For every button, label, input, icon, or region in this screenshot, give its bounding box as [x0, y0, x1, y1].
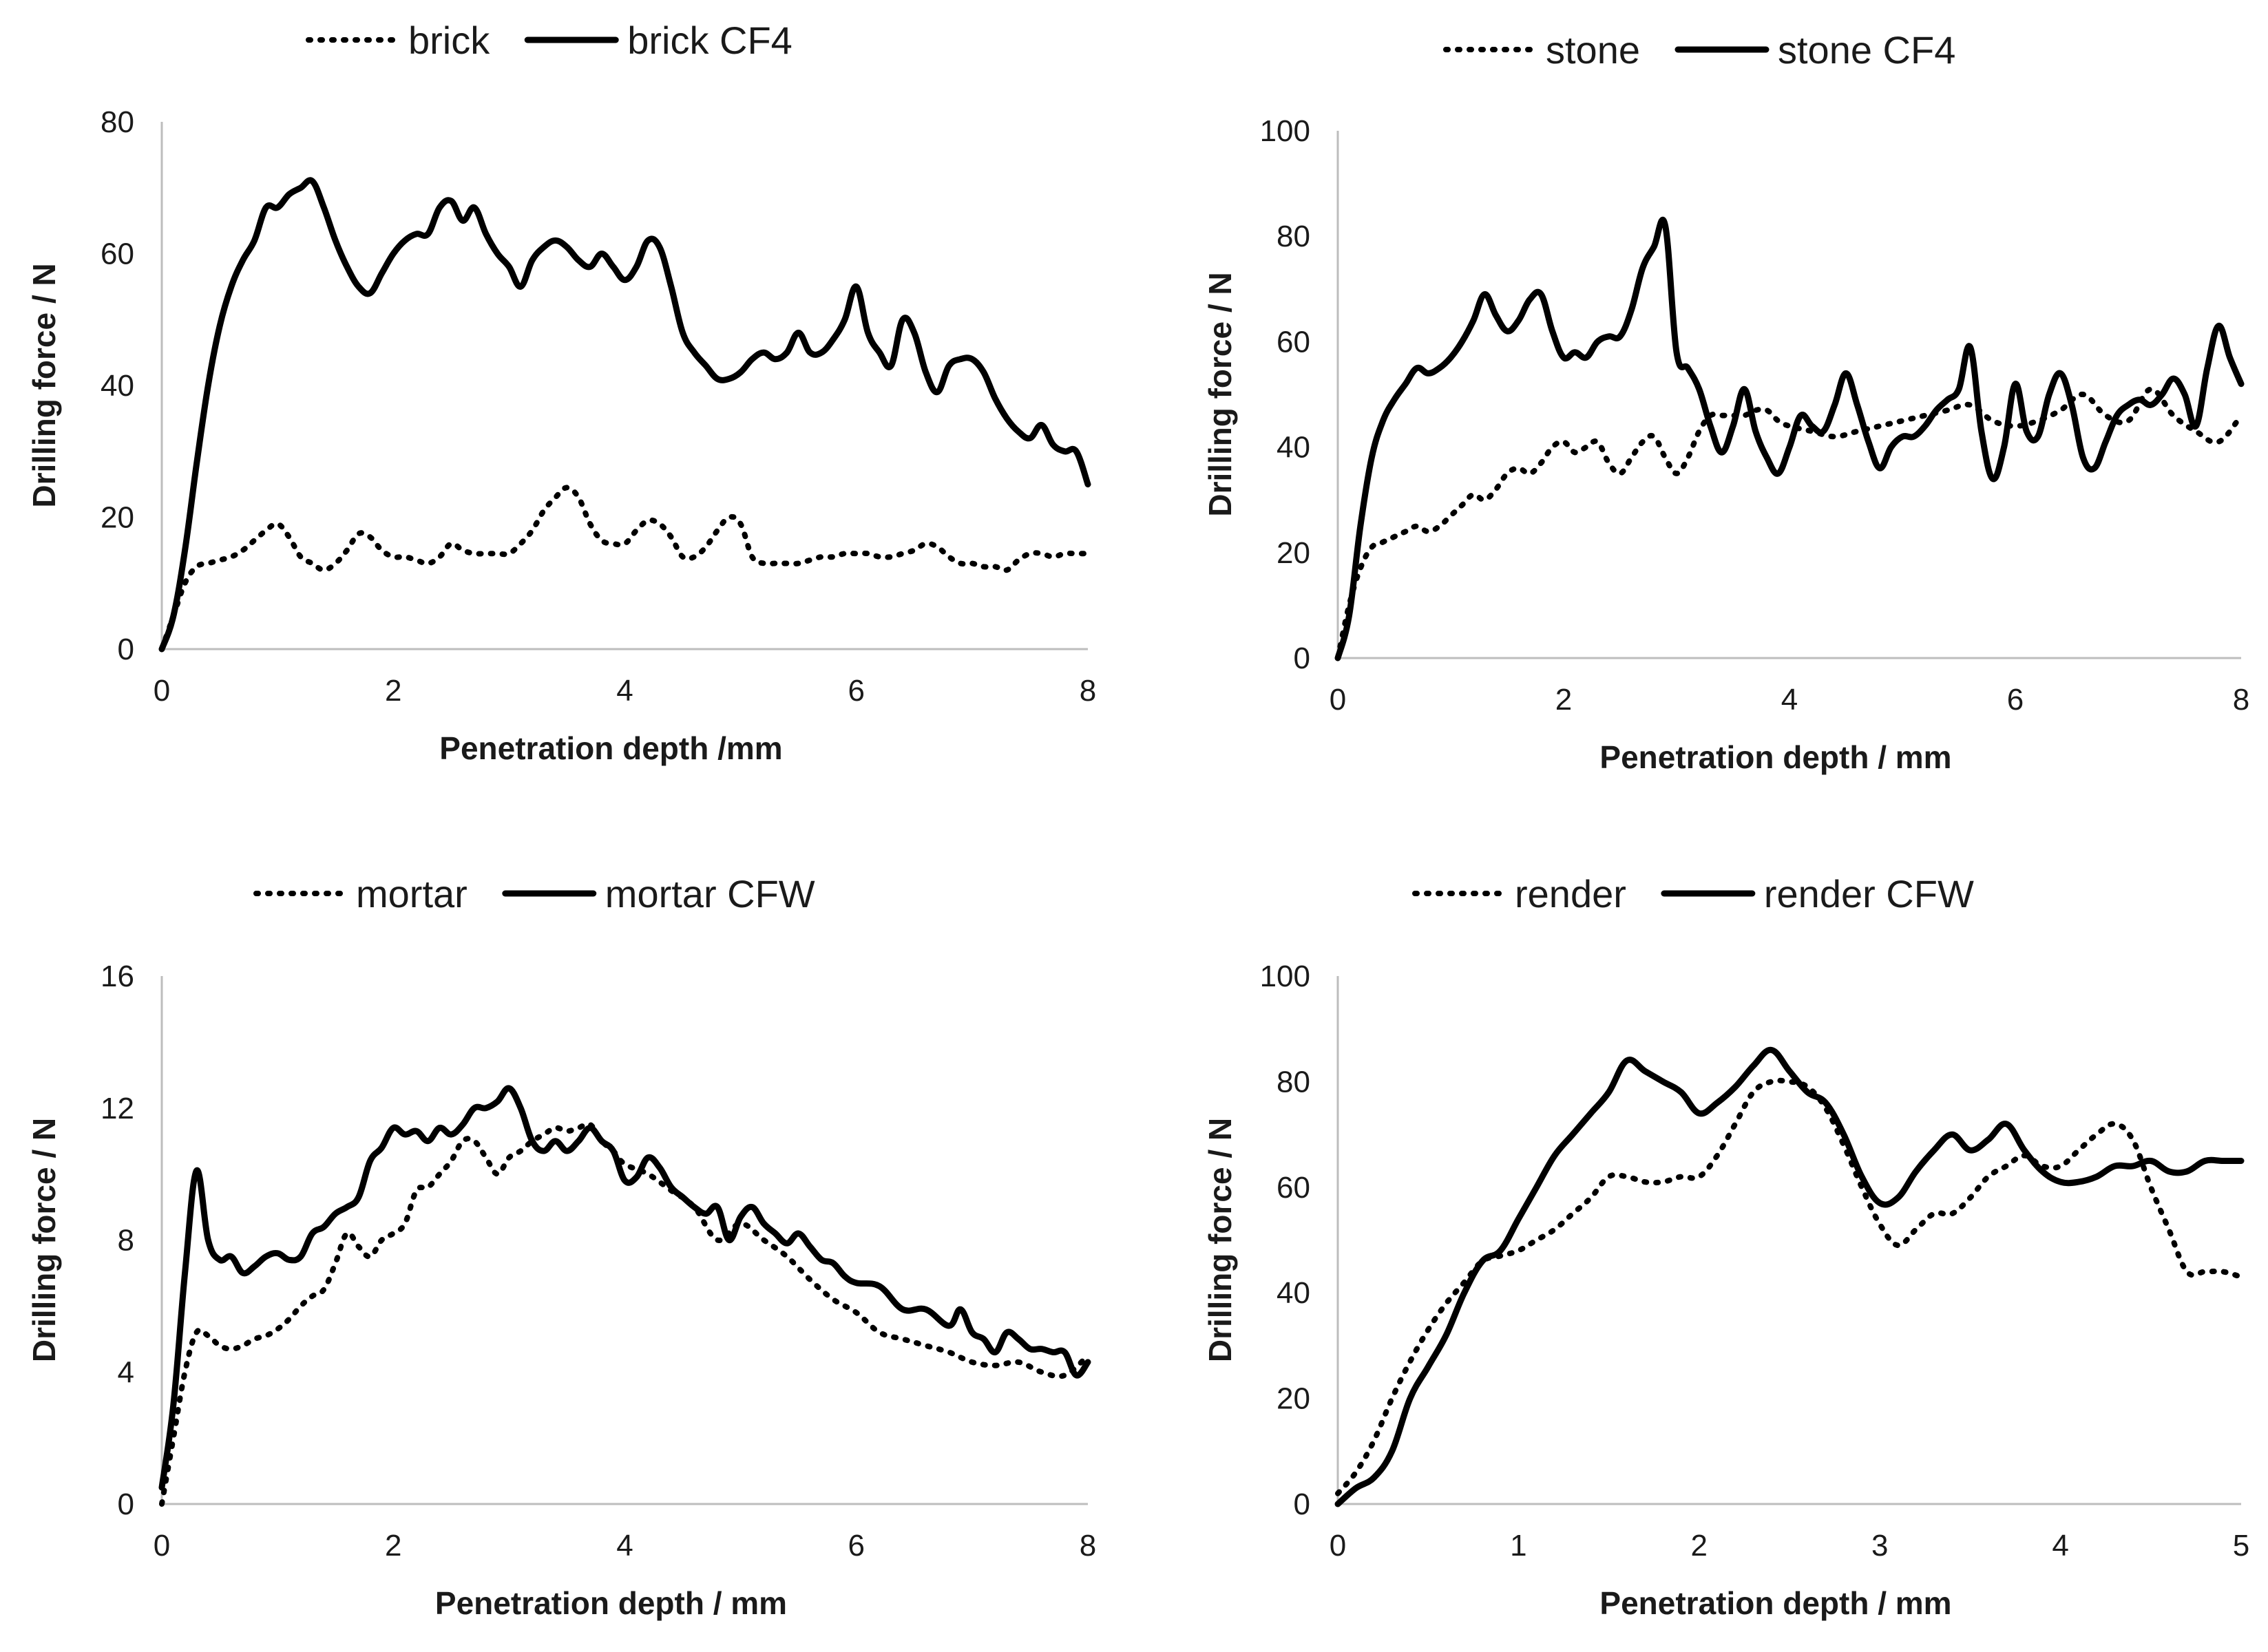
y-tick-label: 0: [118, 1487, 134, 1521]
y-tick-label: 0: [1294, 1487, 1310, 1521]
x-tick-label: 0: [154, 1529, 170, 1563]
legend-label: stone: [1546, 28, 1640, 72]
y-tick-label: 40: [1277, 431, 1310, 465]
x-tick-label: 4: [1781, 683, 1798, 717]
legend-label: brick: [408, 19, 490, 62]
x-tick-label: 8: [1080, 674, 1096, 708]
y-axis-title: Drilling force / N: [1202, 272, 1238, 516]
x-tick-label: 0: [154, 674, 170, 708]
x-tick-label: 2: [385, 674, 401, 708]
y-tick-label: 40: [1277, 1276, 1310, 1310]
y-tick-label: 12: [101, 1092, 134, 1125]
y-tick-label: 40: [101, 369, 134, 403]
chart-panel-1: 0 20 40 60 80 0 2 4 6 8 Penetration depth /mm Drill…: [26, 19, 1096, 766]
x-tick-label: 8: [2233, 683, 2249, 717]
y-tick-label: 60: [1277, 1171, 1310, 1205]
series-line-stone-cf4: [1334, 216, 2245, 661]
x-axis-title: Penetration depth / mm: [1599, 739, 1951, 775]
y-tick-label: 0: [118, 633, 134, 666]
x-tick-label: 2: [1691, 1529, 1708, 1563]
x-tick-label: 2: [385, 1529, 401, 1563]
y-tick-label: 60: [1277, 325, 1310, 359]
y-tick-label: 16: [101, 960, 134, 993]
y-tick-label: 80: [1277, 220, 1310, 253]
chart-panel-4: 0 20 40 60 80 100 0 1 2 3 4 5 Penetration depth / mm…: [1202, 872, 2249, 1621]
series-line-render: [1335, 1077, 2244, 1496]
series-line-render-cfw: [1334, 1046, 2245, 1507]
series-line-stone: [1335, 386, 2244, 661]
legend-label: brick CF4: [627, 19, 792, 62]
y-axis-title: Drilling force / N: [26, 263, 62, 507]
x-tick-label: 4: [616, 1529, 633, 1563]
series-line-brick: [159, 485, 1091, 652]
legend-label: render: [1515, 872, 1626, 915]
y-tick-label: 80: [101, 105, 134, 139]
series-line-mortar: [159, 1121, 1091, 1507]
legend-label: mortar CFW: [605, 872, 815, 915]
series-line-brick-cf4: [158, 177, 1091, 653]
chart-panel-3: 0 4 8 12 16 0 2 4 6 8 Penetration depth / mm Drilli…: [26, 872, 1096, 1621]
x-axis-title: Penetration depth /mm: [439, 730, 782, 766]
y-axis-title: Drilling force / N: [1202, 1118, 1238, 1362]
y-tick-label: 20: [1277, 536, 1310, 570]
series-line-mortar-cfw: [158, 1085, 1091, 1491]
y-tick-label: 0: [1294, 642, 1310, 675]
legend-label: mortar: [356, 872, 468, 915]
y-tick-label: 4: [118, 1355, 134, 1389]
y-axis-title: Drilling force / N: [26, 1118, 62, 1362]
x-tick-label: 2: [1555, 683, 1572, 717]
x-tick-label: 1: [1510, 1529, 1526, 1563]
x-tick-label: 0: [1330, 683, 1346, 717]
x-tick-label: 4: [616, 674, 633, 708]
x-tick-label: 8: [1080, 1529, 1096, 1563]
x-tick-label: 6: [848, 1529, 865, 1563]
x-tick-label: 4: [2052, 1529, 2068, 1563]
y-tick-label: 20: [101, 501, 134, 535]
y-tick-label: 8: [118, 1224, 134, 1258]
y-tick-label: 100: [1260, 114, 1310, 148]
legend-label: render CFW: [1764, 872, 1974, 915]
chart-panel-2: 0 20 40 60 80 100 0 2 4 6 8 Penetration depth / mm D…: [1202, 28, 2249, 775]
x-tick-label: 0: [1330, 1529, 1346, 1563]
x-axis-title: Penetration depth / mm: [435, 1585, 787, 1621]
x-tick-label: 6: [2007, 683, 2024, 717]
x-axis-title: Penetration depth / mm: [1599, 1585, 1951, 1621]
y-tick-label: 100: [1260, 960, 1310, 993]
x-tick-label: 5: [2233, 1529, 2249, 1563]
y-tick-label: 80: [1277, 1065, 1310, 1099]
y-tick-label: 60: [101, 237, 134, 271]
x-tick-label: 6: [848, 674, 865, 708]
y-tick-label: 20: [1277, 1382, 1310, 1416]
x-tick-label: 3: [1871, 1529, 1888, 1563]
legend-label: stone CF4: [1778, 28, 1955, 72]
